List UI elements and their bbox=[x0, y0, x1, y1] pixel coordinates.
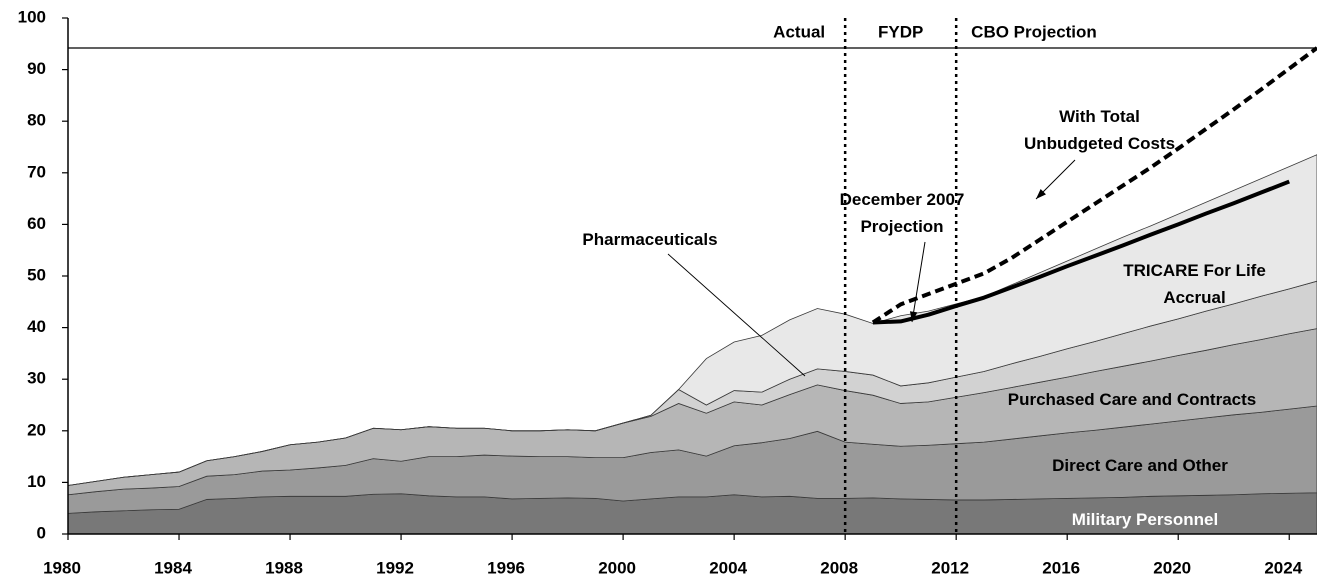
x-tick-label: 1992 bbox=[376, 558, 414, 577]
period-label: FYDP bbox=[878, 22, 923, 41]
x-tick-label: 2016 bbox=[1042, 558, 1080, 577]
x-tick-label: 1988 bbox=[265, 558, 303, 577]
y-tick-label: 30 bbox=[27, 369, 46, 388]
y-tick-label: 100 bbox=[18, 7, 46, 26]
series-label: Military Personnel bbox=[1071, 510, 1219, 529]
line-label: December 2007 Projection bbox=[839, 190, 965, 236]
x-tick-label: 1980 bbox=[43, 558, 81, 577]
y-tick-label: 10 bbox=[27, 472, 46, 491]
y-tick-label: 70 bbox=[27, 162, 46, 181]
series-label: Purchased Care and Contracts bbox=[1007, 390, 1257, 409]
y-tick-label: 60 bbox=[27, 214, 46, 233]
series-label: Pharmaceuticals bbox=[582, 230, 718, 249]
y-tick-label: 50 bbox=[27, 265, 46, 284]
series-label: Direct Care and Other bbox=[1052, 456, 1228, 475]
line-label: With Total Unbudgeted Costs bbox=[1023, 107, 1176, 153]
x-tick-label: 2024 bbox=[1264, 558, 1302, 577]
arrow-head bbox=[1036, 189, 1046, 199]
arrow bbox=[911, 241, 926, 323]
x-tick-label: 1996 bbox=[487, 558, 525, 577]
x-tick-label: 1984 bbox=[154, 558, 192, 577]
leader-line bbox=[667, 253, 806, 377]
period-label: Actual bbox=[773, 22, 825, 41]
x-tick-label: 2012 bbox=[931, 558, 969, 577]
period-label: CBO Projection bbox=[971, 22, 1097, 41]
x-tick-label: 2020 bbox=[1153, 558, 1191, 577]
projection-line bbox=[871, 46, 1317, 325]
x-tick-label: 2004 bbox=[709, 558, 747, 577]
y-tick-label: 80 bbox=[27, 111, 46, 130]
projection-line bbox=[872, 179, 1290, 325]
arrow-head bbox=[909, 311, 918, 322]
y-tick-label: 40 bbox=[27, 317, 46, 336]
x-tick-label: 2000 bbox=[598, 558, 636, 577]
y-tick-label: 20 bbox=[27, 420, 46, 439]
area bbox=[67, 154, 1317, 486]
y-tick-label: 90 bbox=[27, 59, 46, 78]
y-tick-label: 0 bbox=[37, 523, 46, 542]
series-label: TRICARE For Life Accrual bbox=[1123, 261, 1266, 307]
x-tick-label: 2008 bbox=[820, 558, 858, 577]
